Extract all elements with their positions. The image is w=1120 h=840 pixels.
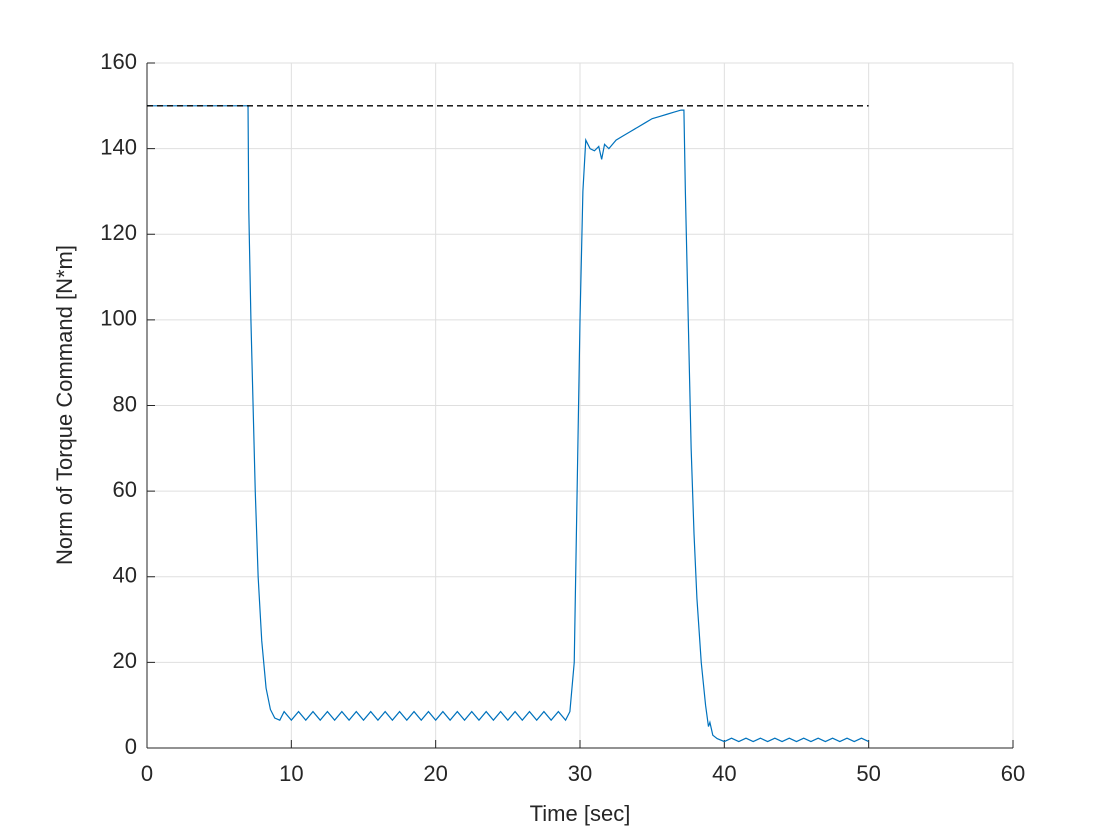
data-line xyxy=(147,105,869,743)
x-tick-label: 30 xyxy=(568,761,592,786)
x-tick-label: 0 xyxy=(141,761,153,786)
x-tick-label: 60 xyxy=(1001,761,1025,786)
y-axis-label: Norm of Torque Command [N*m] xyxy=(52,245,77,565)
y-tick-label: 40 xyxy=(113,563,137,588)
y-tick-label: 120 xyxy=(100,220,137,245)
y-tick-label: 20 xyxy=(113,648,137,673)
y-tick-label: 100 xyxy=(100,306,137,331)
x-tick-label: 10 xyxy=(279,761,303,786)
y-tick-label: 160 xyxy=(100,49,137,74)
y-tick-label: 140 xyxy=(100,134,137,159)
y-tick-label: 80 xyxy=(113,391,137,416)
y-tick-label: 60 xyxy=(113,477,137,502)
y-tick-label: 0 xyxy=(125,734,137,759)
x-tick-label: 20 xyxy=(423,761,447,786)
x-tick-label: 40 xyxy=(712,761,736,786)
x-axis-label: Time [sec] xyxy=(530,801,631,826)
x-tick-label: 50 xyxy=(856,761,880,786)
